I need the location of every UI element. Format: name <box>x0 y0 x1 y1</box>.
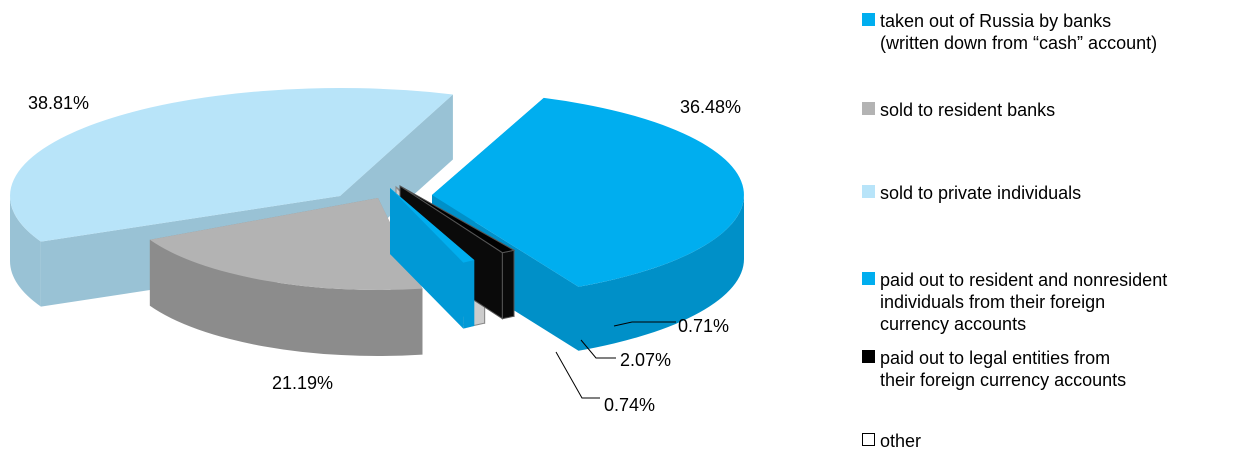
legend-swatch <box>862 102 875 115</box>
legend: taken out of Russia by banks (written do… <box>862 0 1252 455</box>
value-label: 21.19% <box>272 373 333 393</box>
legend-label: sold to resident banks <box>880 100 1056 120</box>
legend-swatch <box>862 272 875 285</box>
pie-slice-top <box>390 188 475 263</box>
legend-label: paid out to legal entities from their fo… <box>880 348 1127 390</box>
value-label: 0.74% <box>604 395 655 415</box>
legend-item: sold to private individuals <box>862 182 1081 204</box>
legend-item: paid out to resident and nonresident ind… <box>862 269 1167 335</box>
legend-swatch <box>862 13 875 26</box>
pie-chart: 36.48% 21.19% 38.81% 0.74% 0.71% 2.07% <box>10 87 744 415</box>
legend-label: taken out of Russia by banks (written do… <box>880 11 1158 53</box>
pie-slice-top <box>149 198 423 291</box>
pie-slice-top <box>10 87 453 242</box>
legend-swatch <box>862 433 875 446</box>
leader-lines <box>555 321 676 399</box>
pie-slice-top <box>399 185 516 254</box>
pie-slice-outer-wall <box>501 249 515 320</box>
pie-slice-outer-wall <box>10 196 41 307</box>
legend-item: sold to resident banks <box>862 99 1055 121</box>
value-labels: 36.48% 21.19% 38.81% 0.74% 0.71% 2.07% <box>28 93 741 415</box>
legend-label: paid out to resident and nonresident ind… <box>880 270 1168 334</box>
leader-line <box>555 351 600 399</box>
legend-item: paid out to legal entities from their fo… <box>862 347 1126 391</box>
value-label: 38.81% <box>28 93 89 113</box>
value-label: 0.71% <box>678 316 729 336</box>
pie-slice-outer-wall <box>149 239 423 357</box>
value-label: 2.07% <box>620 350 671 370</box>
legend-label: sold to private individuals <box>880 183 1082 203</box>
legend-item: taken out of Russia by banks (written do… <box>862 10 1157 54</box>
leader-line <box>613 321 676 327</box>
leader-line <box>580 339 616 359</box>
pie-slice-wall <box>390 188 464 329</box>
legend-item: other <box>862 430 921 452</box>
pie-slices <box>10 87 744 357</box>
pie-slice <box>390 188 475 329</box>
pie-slice-outer-wall <box>463 260 475 329</box>
legend-swatch <box>862 350 875 363</box>
legend-label: other <box>880 431 922 451</box>
pie-slice-outer-wall <box>578 195 744 351</box>
pie-slice-top <box>432 97 744 287</box>
value-label: 36.48% <box>680 97 741 117</box>
legend-swatch <box>862 185 875 198</box>
pie-slice <box>149 198 423 357</box>
